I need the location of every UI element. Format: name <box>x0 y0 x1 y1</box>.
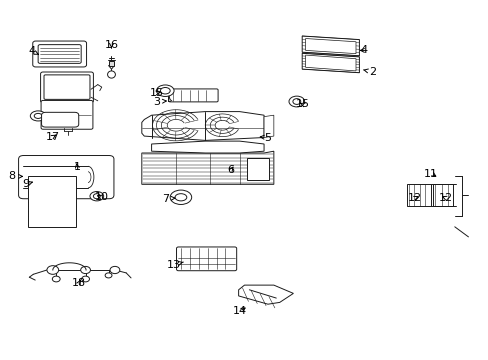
Ellipse shape <box>81 266 90 274</box>
Ellipse shape <box>170 190 191 204</box>
FancyBboxPatch shape <box>41 72 93 103</box>
Ellipse shape <box>156 85 174 96</box>
FancyBboxPatch shape <box>168 89 218 102</box>
Ellipse shape <box>93 194 100 199</box>
Ellipse shape <box>107 71 115 78</box>
Ellipse shape <box>81 276 89 282</box>
Bar <box>246 158 268 180</box>
Polygon shape <box>151 141 264 153</box>
Polygon shape <box>305 55 355 71</box>
Ellipse shape <box>34 113 42 118</box>
FancyBboxPatch shape <box>38 45 81 63</box>
Text: 14: 14 <box>232 306 246 316</box>
Text: 17: 17 <box>46 132 60 142</box>
Text: 15: 15 <box>296 99 309 109</box>
FancyBboxPatch shape <box>176 247 236 271</box>
Polygon shape <box>142 151 273 184</box>
Ellipse shape <box>52 276 60 282</box>
Text: 4: 4 <box>28 46 38 56</box>
Text: 8: 8 <box>9 171 22 181</box>
Polygon shape <box>142 112 264 140</box>
FancyBboxPatch shape <box>19 156 114 199</box>
Ellipse shape <box>175 194 186 201</box>
Ellipse shape <box>110 266 120 274</box>
Bar <box>406 184 430 206</box>
Polygon shape <box>238 285 293 304</box>
FancyBboxPatch shape <box>33 41 86 67</box>
Ellipse shape <box>30 111 46 121</box>
Text: 2: 2 <box>363 67 375 77</box>
FancyBboxPatch shape <box>44 75 90 99</box>
Ellipse shape <box>288 96 304 107</box>
Text: 16: 16 <box>104 40 118 50</box>
Text: 3: 3 <box>153 96 166 107</box>
Text: 5: 5 <box>260 132 271 143</box>
Text: 15: 15 <box>149 88 163 98</box>
Text: 7: 7 <box>162 194 175 204</box>
Polygon shape <box>305 39 355 54</box>
Ellipse shape <box>292 99 300 104</box>
Polygon shape <box>302 53 359 73</box>
Text: 10: 10 <box>95 192 108 202</box>
Text: 12: 12 <box>438 193 452 203</box>
FancyBboxPatch shape <box>41 100 93 129</box>
Text: 18: 18 <box>72 278 86 288</box>
Text: 12: 12 <box>407 193 421 203</box>
Polygon shape <box>302 36 359 56</box>
Ellipse shape <box>47 266 59 274</box>
Text: 9: 9 <box>22 179 32 189</box>
FancyBboxPatch shape <box>41 112 79 127</box>
Text: 13: 13 <box>166 260 183 270</box>
Polygon shape <box>264 115 273 138</box>
Ellipse shape <box>105 273 112 278</box>
Text: 11: 11 <box>424 168 437 179</box>
Ellipse shape <box>160 87 170 94</box>
Text: 4: 4 <box>360 45 367 55</box>
Text: 1: 1 <box>74 162 81 172</box>
Bar <box>108 61 114 66</box>
Bar <box>28 176 76 227</box>
Ellipse shape <box>90 192 103 201</box>
Text: 6: 6 <box>227 165 234 175</box>
Bar <box>432 184 452 206</box>
